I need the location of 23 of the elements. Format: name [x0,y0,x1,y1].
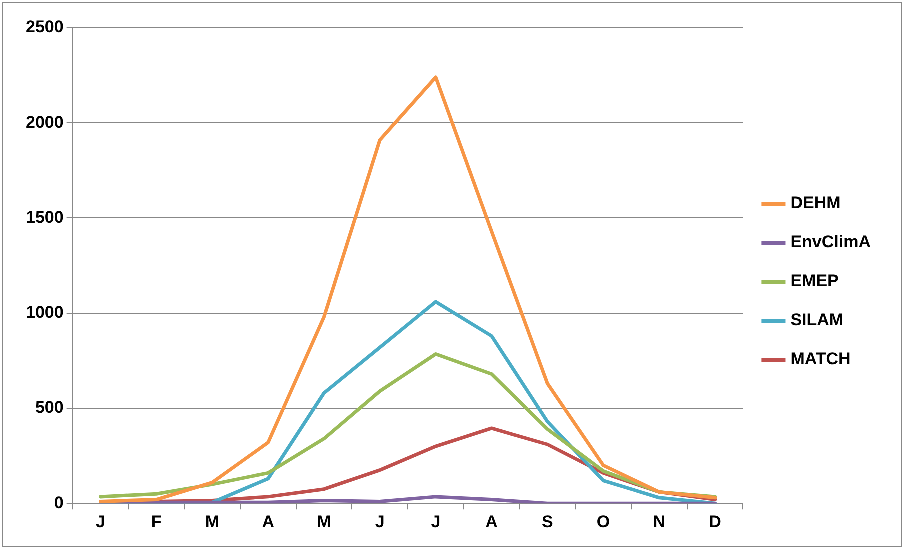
x-tick-label: S [542,512,554,532]
x-tick-label: O [596,512,610,532]
y-tick-label: 1000 [26,303,64,322]
legend-label: EnvClimA [790,232,872,252]
y-tick-label: 1500 [26,208,64,227]
x-tick-label: J [96,512,106,532]
x-tick-label: N [653,512,666,532]
y-tick-label: 2500 [26,18,64,37]
x-tick-label: J [431,512,441,532]
x-tick-label: A [486,512,498,532]
x-tick-label: A [262,512,274,532]
legend-label: DEHM [790,194,841,213]
y-tick-label: 0 [54,493,64,512]
x-tick-label: M [317,512,332,532]
x-tick-label: M [205,512,220,532]
legend-label: EMEP [790,272,839,291]
x-tick-label: J [375,512,385,532]
x-tick-label: F [151,512,162,532]
y-tick-label: 2000 [26,112,64,132]
y-tick-label: 500 [35,398,64,418]
legend-label: MATCH [790,350,851,369]
x-tick-label: D [709,512,722,532]
legend-label: SILAM [790,310,844,330]
